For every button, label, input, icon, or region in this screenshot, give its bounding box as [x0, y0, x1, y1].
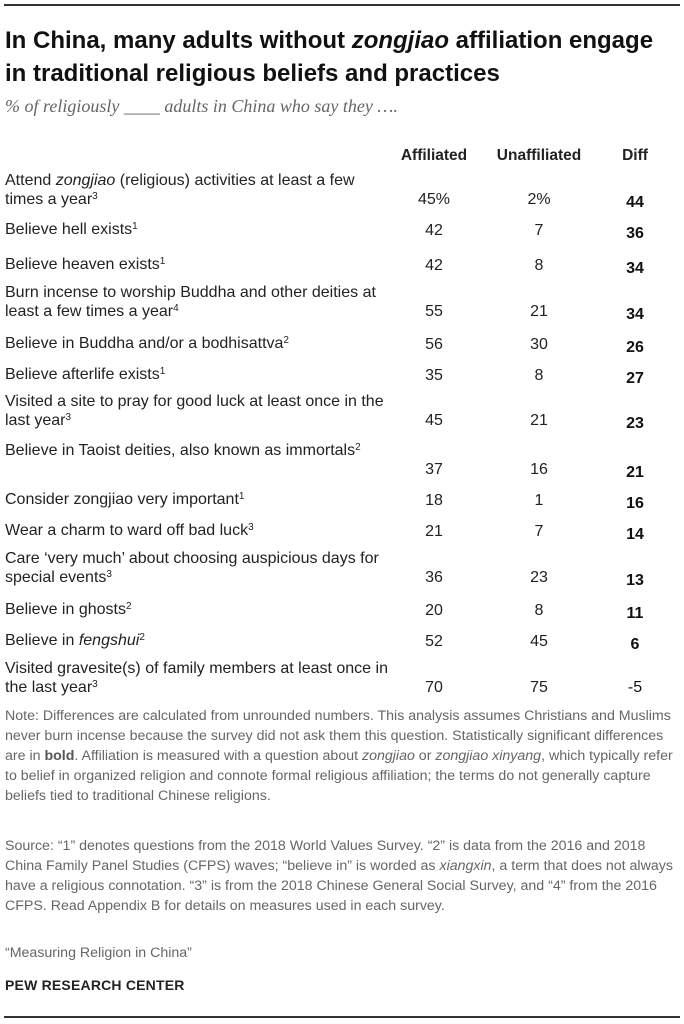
chart-title: In China, many adults without zongjiao a…	[5, 27, 654, 87]
diff-value: 13	[626, 572, 644, 589]
column-header-diff: Diff	[622, 147, 648, 164]
diff-value: 16	[626, 495, 644, 512]
diff-value: 34	[626, 260, 644, 277]
affiliated-value: 18	[425, 492, 443, 509]
row-label: Burn incense to worship Buddha and other…	[5, 284, 376, 320]
affiliated-value: 20	[425, 602, 443, 619]
row-label: Wear a charm to ward off bad luck3	[5, 522, 254, 539]
row-label: Believe heaven exists1	[5, 256, 166, 273]
affiliated-value: 45%	[417, 191, 451, 208]
affiliated-value: 45	[425, 412, 443, 429]
unaffiliated-value: 8	[534, 602, 544, 619]
row-label: Believe in fengshui2	[5, 632, 145, 649]
affiliated-value: 35	[425, 367, 443, 384]
unaffiliated-value: 2%	[527, 191, 551, 208]
diff-value: 21	[626, 464, 644, 481]
row-label: Care ‘very much’ about choosing auspicio…	[5, 550, 379, 586]
diff-value: 6	[630, 636, 640, 653]
row-label: Believe in ghosts2	[5, 601, 132, 618]
diff-value: 14	[626, 526, 644, 543]
unaffiliated-value: 7	[534, 222, 544, 239]
unaffiliated-value: 30	[530, 336, 548, 353]
title-italic: zongjiao	[351, 27, 450, 54]
diff-value: 44	[626, 194, 644, 211]
diff-value: 23	[626, 415, 644, 432]
footnote: Note: Differences are calculated from un…	[5, 708, 673, 804]
row-label: Visited a site to pray for good luck at …	[5, 393, 384, 429]
chart-subtitle: % of religiously ____ adults in China wh…	[5, 96, 398, 116]
affiliated-value: 42	[425, 222, 443, 239]
row-label: Attend zongjiao (religious) activities a…	[5, 172, 355, 208]
row-label: Consider zongjiao very important1	[5, 491, 245, 508]
unaffiliated-value: 1	[534, 492, 544, 509]
affiliated-value: 42	[425, 257, 443, 274]
affiliated-value: 37	[425, 461, 443, 478]
row-label: Believe afterlife exists1	[5, 366, 166, 383]
column-header-unaffiliated: Unaffiliated	[496, 147, 582, 164]
row-label: Believe in Taoist deities, also known as…	[5, 442, 361, 459]
diff-value: 36	[626, 225, 644, 242]
unaffiliated-value: 7	[534, 523, 544, 540]
organization-name: PEW RESEARCH CENTER	[5, 977, 185, 993]
source-note: Source: “1” denotes questions from the 2…	[5, 838, 673, 914]
diff-value: 11	[626, 605, 644, 622]
affiliated-value: 52	[425, 633, 443, 650]
unaffiliated-value: 75	[530, 679, 548, 696]
unaffiliated-value: 23	[530, 569, 548, 586]
unaffiliated-value: 21	[530, 412, 548, 429]
affiliated-value: 36	[425, 569, 443, 586]
row-label: Believe in Buddha and/or a bodhisattva2	[5, 335, 289, 352]
diff-value: 26	[626, 339, 644, 356]
unaffiliated-value: 8	[534, 367, 544, 384]
unaffiliated-value: 16	[530, 461, 548, 478]
top-rule	[4, 4, 680, 6]
bottom-rule	[4, 1016, 680, 1018]
unaffiliated-value: 45	[530, 633, 548, 650]
diff-value: -5	[627, 679, 643, 696]
report-title: “Measuring Religion in China”	[5, 945, 192, 961]
diff-value: 27	[626, 370, 644, 387]
unaffiliated-value: 21	[530, 303, 548, 320]
column-header-affiliated: Affiliated	[400, 147, 468, 164]
row-label: Believe hell exists1	[5, 221, 138, 238]
affiliated-value: 70	[425, 679, 443, 696]
unaffiliated-value: 8	[534, 257, 544, 274]
affiliated-value: 56	[425, 336, 443, 353]
diff-value: 34	[626, 306, 644, 323]
affiliated-value: 21	[425, 523, 443, 540]
affiliated-value: 55	[425, 303, 443, 320]
row-label: Visited gravesite(s) of family members a…	[5, 660, 388, 696]
